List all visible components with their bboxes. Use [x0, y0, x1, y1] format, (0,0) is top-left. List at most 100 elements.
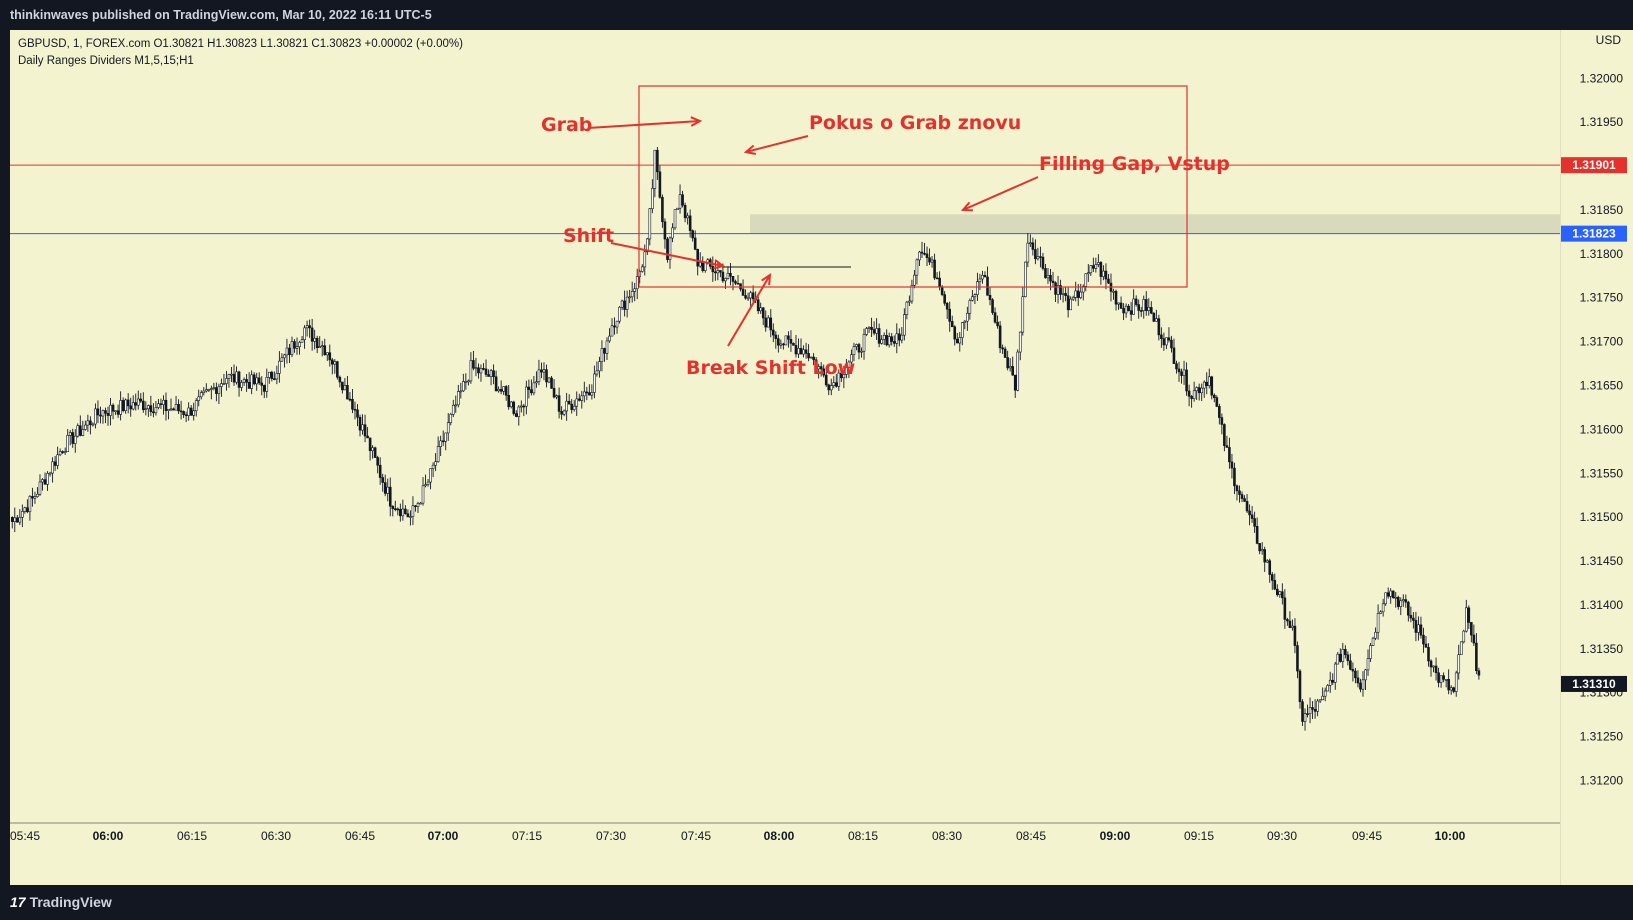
- annotation-label[interactable]: Shift: [563, 225, 614, 247]
- candle-body: [625, 296, 629, 310]
- candle-body: [1281, 591, 1284, 599]
- candle-body: [1127, 305, 1130, 311]
- annotation-arrow[interactable]: [610, 242, 724, 267]
- candle-body: [139, 398, 143, 402]
- candle-body: [953, 326, 957, 340]
- candle-body: [1054, 282, 1057, 295]
- candle-body: [1197, 387, 1201, 394]
- candle-body: [1003, 348, 1007, 358]
- candle-body: [232, 373, 236, 383]
- time-tick-label: 07:00: [428, 829, 459, 843]
- chart-area[interactable]: Grab Pokus o Grab znovu Filling Gap, Vstup…: [10, 30, 1560, 885]
- candle-body: [149, 405, 153, 413]
- candle-body: [867, 327, 871, 329]
- candle-body: [1129, 310, 1133, 315]
- annotation-label[interactable]: Pokus o Grab znovu: [809, 112, 1021, 134]
- candle-body: [1162, 338, 1166, 346]
- price-chart[interactable]: Grab Pokus o Grab znovu Filling Gap, Vstup…: [10, 30, 1560, 885]
- annotation-arrow[interactable]: [587, 120, 701, 129]
- gap-zone: [750, 214, 1560, 234]
- candle-body: [978, 278, 982, 282]
- annotation-label[interactable]: Grab: [541, 114, 592, 136]
- candle-body: [814, 359, 818, 370]
- candle-body: [532, 382, 536, 394]
- price-scale[interactable]: USD 1.31200 1.31250 1.31300 1.31350 1.31400 1.…: [1560, 30, 1633, 885]
- time-tick-label: 08:30: [932, 829, 962, 843]
- candle-body: [945, 302, 949, 310]
- candle-body: [401, 508, 405, 517]
- indicator-legend[interactable]: Daily Ranges Dividers M1,5,15;H1: [18, 55, 194, 67]
- annotation-arrow[interactable]: [727, 274, 771, 347]
- candle-body: [1333, 663, 1337, 683]
- candle-body: [1298, 670, 1302, 703]
- candle-body: [320, 345, 324, 347]
- candle-body: [275, 373, 279, 380]
- tradingview-logo[interactable]: 17 TradingView: [10, 894, 112, 910]
- time-axis[interactable]: [10, 823, 1560, 885]
- time-tick-label: 09:00: [1100, 829, 1131, 843]
- candle-body: [104, 410, 107, 414]
- candle-body: [1472, 634, 1476, 644]
- candle-body: [1160, 334, 1163, 339]
- candle-body: [48, 472, 52, 475]
- candle-body: [1089, 265, 1093, 274]
- candle-body: [89, 420, 92, 425]
- price-tick-label: 1.31200: [1580, 774, 1624, 788]
- annotation-label[interactable]: Filling Gap, Vstup: [1039, 153, 1230, 175]
- red-line-price-badge[interactable]: [1561, 157, 1627, 174]
- candle-body: [998, 325, 1002, 349]
- candle-body: [41, 479, 44, 483]
- candle-body: [189, 407, 193, 416]
- candle-body: [769, 317, 773, 331]
- candle-body: [341, 381, 344, 391]
- candle-body: [91, 423, 95, 426]
- candle-body: [1371, 637, 1375, 646]
- candle-body: [215, 387, 218, 394]
- candle-body: [1452, 687, 1455, 692]
- annotation-arrow[interactable]: [962, 176, 1039, 211]
- candle-body: [698, 262, 702, 267]
- candle-body: [736, 282, 740, 285]
- candle-body: [391, 505, 395, 509]
- candle-body: [323, 345, 327, 356]
- candle-body: [575, 398, 579, 407]
- candle-body: [1260, 549, 1264, 552]
- candle-body: [817, 366, 820, 370]
- candle-body: [1412, 617, 1415, 621]
- price-tick-label: 1.31250: [1580, 730, 1624, 744]
- candle-body: [744, 295, 747, 299]
- candle-body: [968, 300, 972, 314]
- candle-body: [1165, 337, 1168, 346]
- candle-body: [517, 406, 521, 417]
- candle-body: [862, 334, 866, 352]
- candle-body: [1313, 709, 1317, 712]
- candle-body: [290, 341, 294, 355]
- candle-body: [462, 381, 465, 392]
- candle-body: [245, 379, 248, 383]
- candle-body: [126, 399, 130, 407]
- candle-body: [1321, 695, 1324, 701]
- annotation-arrow[interactable]: [745, 135, 809, 153]
- candle-body: [1341, 649, 1345, 662]
- candle-body: [1213, 394, 1216, 398]
- candle-body: [545, 369, 548, 383]
- annotation-label[interactable]: Break Shift Low: [686, 357, 855, 379]
- candle-body: [1076, 290, 1080, 298]
- candle-body: [482, 368, 485, 370]
- candle-body: [328, 352, 332, 361]
- last-price-badge[interactable]: [1561, 675, 1627, 692]
- blue-line-price-badge[interactable]: [1561, 225, 1627, 242]
- candle-body: [353, 408, 357, 411]
- candle-body: [1064, 293, 1067, 297]
- candle-body: [154, 407, 158, 414]
- candle-body: [1036, 256, 1040, 260]
- candle-body: [129, 405, 132, 410]
- candle-body: [134, 402, 138, 406]
- annotation-box[interactable]: [638, 85, 1188, 288]
- candle-body: [1296, 645, 1299, 672]
- price-scale-axis[interactable]: USD1.312001.312501.313001.313501.314001.…: [1561, 30, 1633, 885]
- candle-body: [255, 377, 258, 385]
- candle-body: [31, 496, 34, 499]
- symbol-legend[interactable]: GBPUSD, 1, FOREX.com O1.30821 H1.30823 L…: [18, 38, 463, 50]
- time-tick-label: 10:00: [1435, 829, 1466, 843]
